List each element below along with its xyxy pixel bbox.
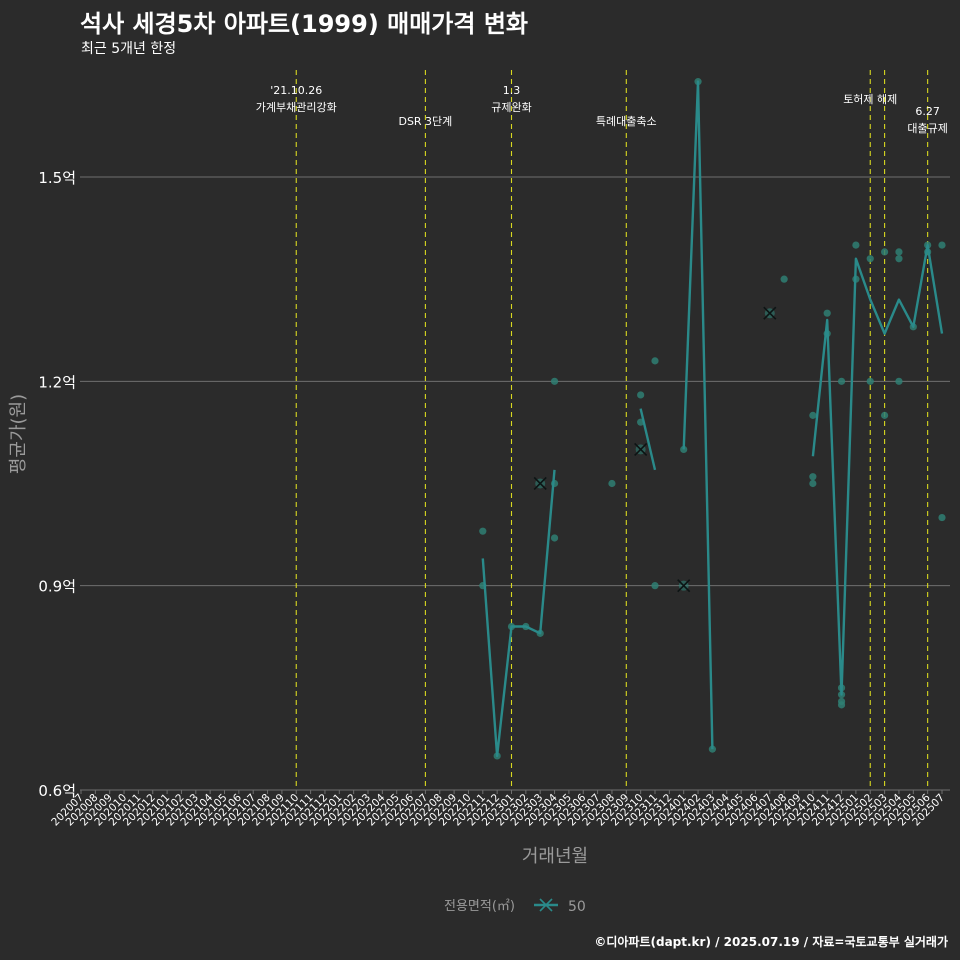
event-label: '21.10.26	[270, 84, 322, 97]
series-line	[481, 469, 556, 758]
data-point	[608, 479, 616, 488]
data-point	[550, 534, 559, 542]
legend-entry-label: 50	[568, 899, 586, 915]
data-point	[479, 527, 487, 535]
y-tick-label: 1.5억	[38, 169, 76, 187]
data-point	[895, 248, 903, 256]
cross-mark	[533, 476, 547, 491]
series-line	[639, 408, 657, 471]
event-label: 1.3	[503, 84, 521, 97]
series-line	[682, 80, 714, 750]
data-point	[837, 377, 846, 385]
chart-title: 석사 세경5차 아파트(1999) 매매가격 변화	[80, 10, 528, 38]
data-point	[938, 513, 946, 522]
data-point	[866, 255, 874, 263]
data-point	[938, 241, 946, 249]
data-point	[895, 255, 903, 263]
legend-key-cross	[539, 898, 553, 912]
data-point	[881, 248, 889, 256]
data-point	[895, 377, 903, 385]
cross-mark	[763, 306, 777, 320]
x-axis-title: 거래년월	[522, 846, 588, 867]
data-point	[680, 445, 688, 454]
y-tick-label: 0.6억	[38, 782, 76, 800]
event-label: 토허제 해제	[843, 92, 897, 106]
data-point	[809, 473, 817, 481]
event-label: 6.27	[915, 105, 940, 118]
series-line	[811, 243, 944, 696]
y-tick-label: 1.2억	[38, 373, 76, 391]
data-point	[809, 411, 817, 419]
cross-mark-stroke	[634, 442, 648, 456]
y-axis-title: 평균가(원)	[8, 394, 29, 474]
legend-title: 전용면적(㎡)	[444, 899, 515, 914]
cross-mark-stroke	[533, 476, 547, 491]
data-point	[708, 745, 717, 753]
event-label: 특례대출축소	[596, 115, 657, 128]
data-point	[866, 377, 874, 385]
cross-mark	[677, 579, 691, 593]
event-label: 대출규제	[907, 122, 947, 135]
data-point	[651, 582, 659, 590]
cross-mark-stroke	[763, 306, 777, 320]
event-label: DSR 3단계	[398, 115, 452, 128]
cross-mark	[634, 442, 648, 456]
legend: 전용면적(㎡) 50	[444, 898, 586, 915]
event-label: 규제완화	[491, 101, 531, 114]
source-caption: ©디아파트(dapt.kr) / 2025.07.19 / 자료=국토교통부 실…	[594, 935, 948, 949]
data-point	[881, 411, 889, 419]
data-point	[809, 479, 817, 488]
cross-mark-stroke	[677, 579, 691, 593]
data-point	[837, 701, 846, 709]
data-point	[852, 241, 860, 249]
data-point	[550, 377, 559, 385]
data-point	[637, 391, 645, 399]
data-point	[823, 309, 831, 317]
data-point	[651, 357, 659, 365]
y-tick-label: 0.9억	[38, 578, 76, 596]
chart-subtitle: 최근 5개년 한정	[81, 41, 177, 57]
data-point	[780, 275, 788, 283]
event-label: 가계부채관리강화	[256, 101, 337, 114]
